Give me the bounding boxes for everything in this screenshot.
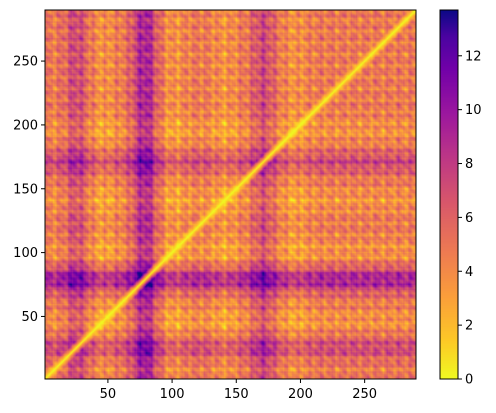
x-tick-label: 150 <box>224 387 249 402</box>
y-tick-label: 150 <box>13 182 38 197</box>
x-tick-label: 250 <box>352 387 377 402</box>
y-axis-ticks: 50 100 150 200 250 <box>13 55 45 325</box>
colorbar-tick-label: 10 <box>465 103 482 118</box>
y-tick-label: 250 <box>13 55 38 70</box>
colorbar-ticks: 0 2 4 6 8 10 12 <box>458 49 482 388</box>
colorbar-tick-label: 2 <box>465 319 473 334</box>
colorbar-tick-label: 12 <box>465 49 482 64</box>
colorbar-frame <box>439 9 459 380</box>
x-tick-label: 200 <box>288 387 313 402</box>
heatmap-image <box>45 10 416 379</box>
y-tick-label: 200 <box>13 118 38 133</box>
colorbar: 0 2 4 6 8 10 12 <box>439 9 482 388</box>
y-tick-label: 100 <box>13 246 38 261</box>
colorbar-tick-label: 0 <box>465 373 473 388</box>
colorbar-tick-label: 6 <box>465 211 473 226</box>
x-tick-label: 50 <box>100 387 117 402</box>
heatmap-plot-area <box>45 10 416 379</box>
x-tick-label: 100 <box>160 387 185 402</box>
plot-frame <box>44 9 417 380</box>
x-axis-ticks: 50 100 150 200 250 <box>100 379 377 402</box>
y-tick-label: 50 <box>21 310 38 325</box>
colorbar-gradient <box>440 10 458 379</box>
colorbar-tick-label: 8 <box>465 157 473 172</box>
colorbar-tick-label: 4 <box>465 265 473 280</box>
